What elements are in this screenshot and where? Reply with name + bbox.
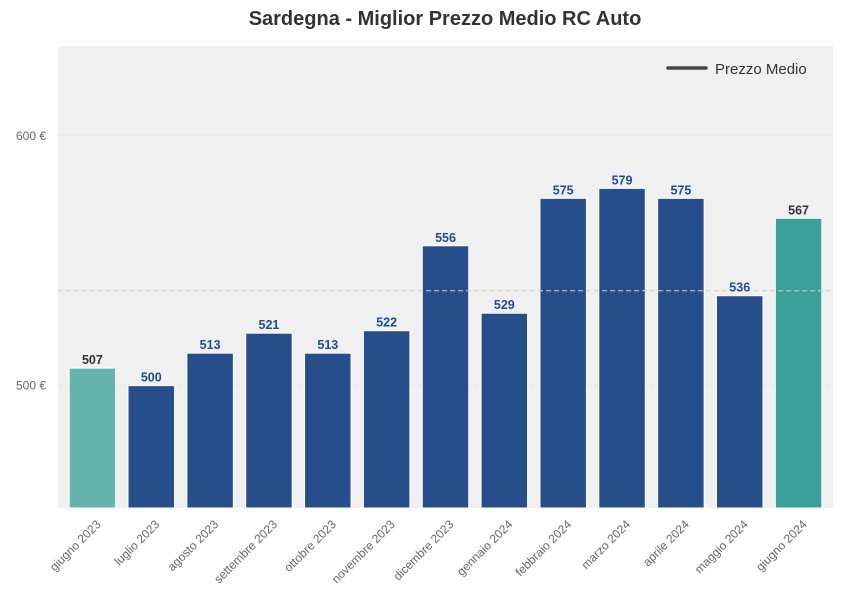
x-tick-label: aprile 2024 <box>640 517 692 569</box>
bar <box>774 217 823 509</box>
bar <box>539 197 587 509</box>
x-tick-label: settembre 2023 <box>211 517 280 586</box>
legend-label: Prezzo Medio <box>715 61 807 78</box>
chart-title: Sardegna - Miglior Prezzo Medio RC Auto <box>249 8 642 30</box>
x-tick-label: maggio 2024 <box>692 517 751 576</box>
x-tick-label: novembre 2023 <box>329 517 398 586</box>
y-tick-label: 600 € <box>16 129 46 143</box>
bar <box>304 352 352 509</box>
bar <box>362 330 411 509</box>
x-tick-label: luglio 2023 <box>111 517 162 568</box>
bar-value-label: 575 <box>553 183 574 197</box>
bar-value-label: 513 <box>200 338 221 352</box>
bar <box>127 385 176 509</box>
x-axis-ticks: giugno 2023 luglio 2023 agosto 2023settemb… <box>47 517 810 586</box>
bar <box>598 187 646 509</box>
y-tick-label: 500 € <box>16 379 46 393</box>
x-tick-label: marzo 2024 <box>578 517 633 572</box>
x-tick-label: giugno 2024 <box>753 517 810 574</box>
bar-value-label: 536 <box>729 281 750 295</box>
bar-value-label: 567 <box>788 203 809 217</box>
bar-value-label: 521 <box>259 318 280 332</box>
bar-value-label: 500 <box>141 371 162 385</box>
legend: Prezzo Medio <box>666 61 807 78</box>
bar-value-label: 575 <box>670 183 691 197</box>
bar-value-label: 579 <box>612 173 633 187</box>
bar-value-label: 513 <box>317 338 338 352</box>
x-tick-label: dicembre 2023 <box>391 517 457 583</box>
bar-labels: 507 500 513 521 513 522 556 529 575 579 575 536 567 <box>82 173 809 384</box>
bar <box>480 312 529 509</box>
bar <box>421 245 470 509</box>
bar <box>68 367 117 509</box>
x-tick-label: giugno 2023 <box>47 517 104 574</box>
bar-value-label: 556 <box>435 231 456 245</box>
bar <box>657 197 705 509</box>
bar <box>186 352 234 509</box>
bar-value-label: 507 <box>82 353 103 367</box>
x-tick-label: ottobre 2023 <box>281 517 339 575</box>
bar-value-label: 529 <box>494 298 515 312</box>
bar <box>715 295 764 509</box>
x-tick-label: agosto 2023 <box>165 517 222 574</box>
x-tick-label: febbraio 2024 <box>513 517 575 579</box>
x-tick-label: gennaio 2024 <box>454 517 516 579</box>
bar-value-label: 522 <box>376 316 397 330</box>
bar <box>245 332 293 509</box>
y-axis-ticks: 500 € 600 € <box>16 129 46 393</box>
bars <box>68 187 823 509</box>
